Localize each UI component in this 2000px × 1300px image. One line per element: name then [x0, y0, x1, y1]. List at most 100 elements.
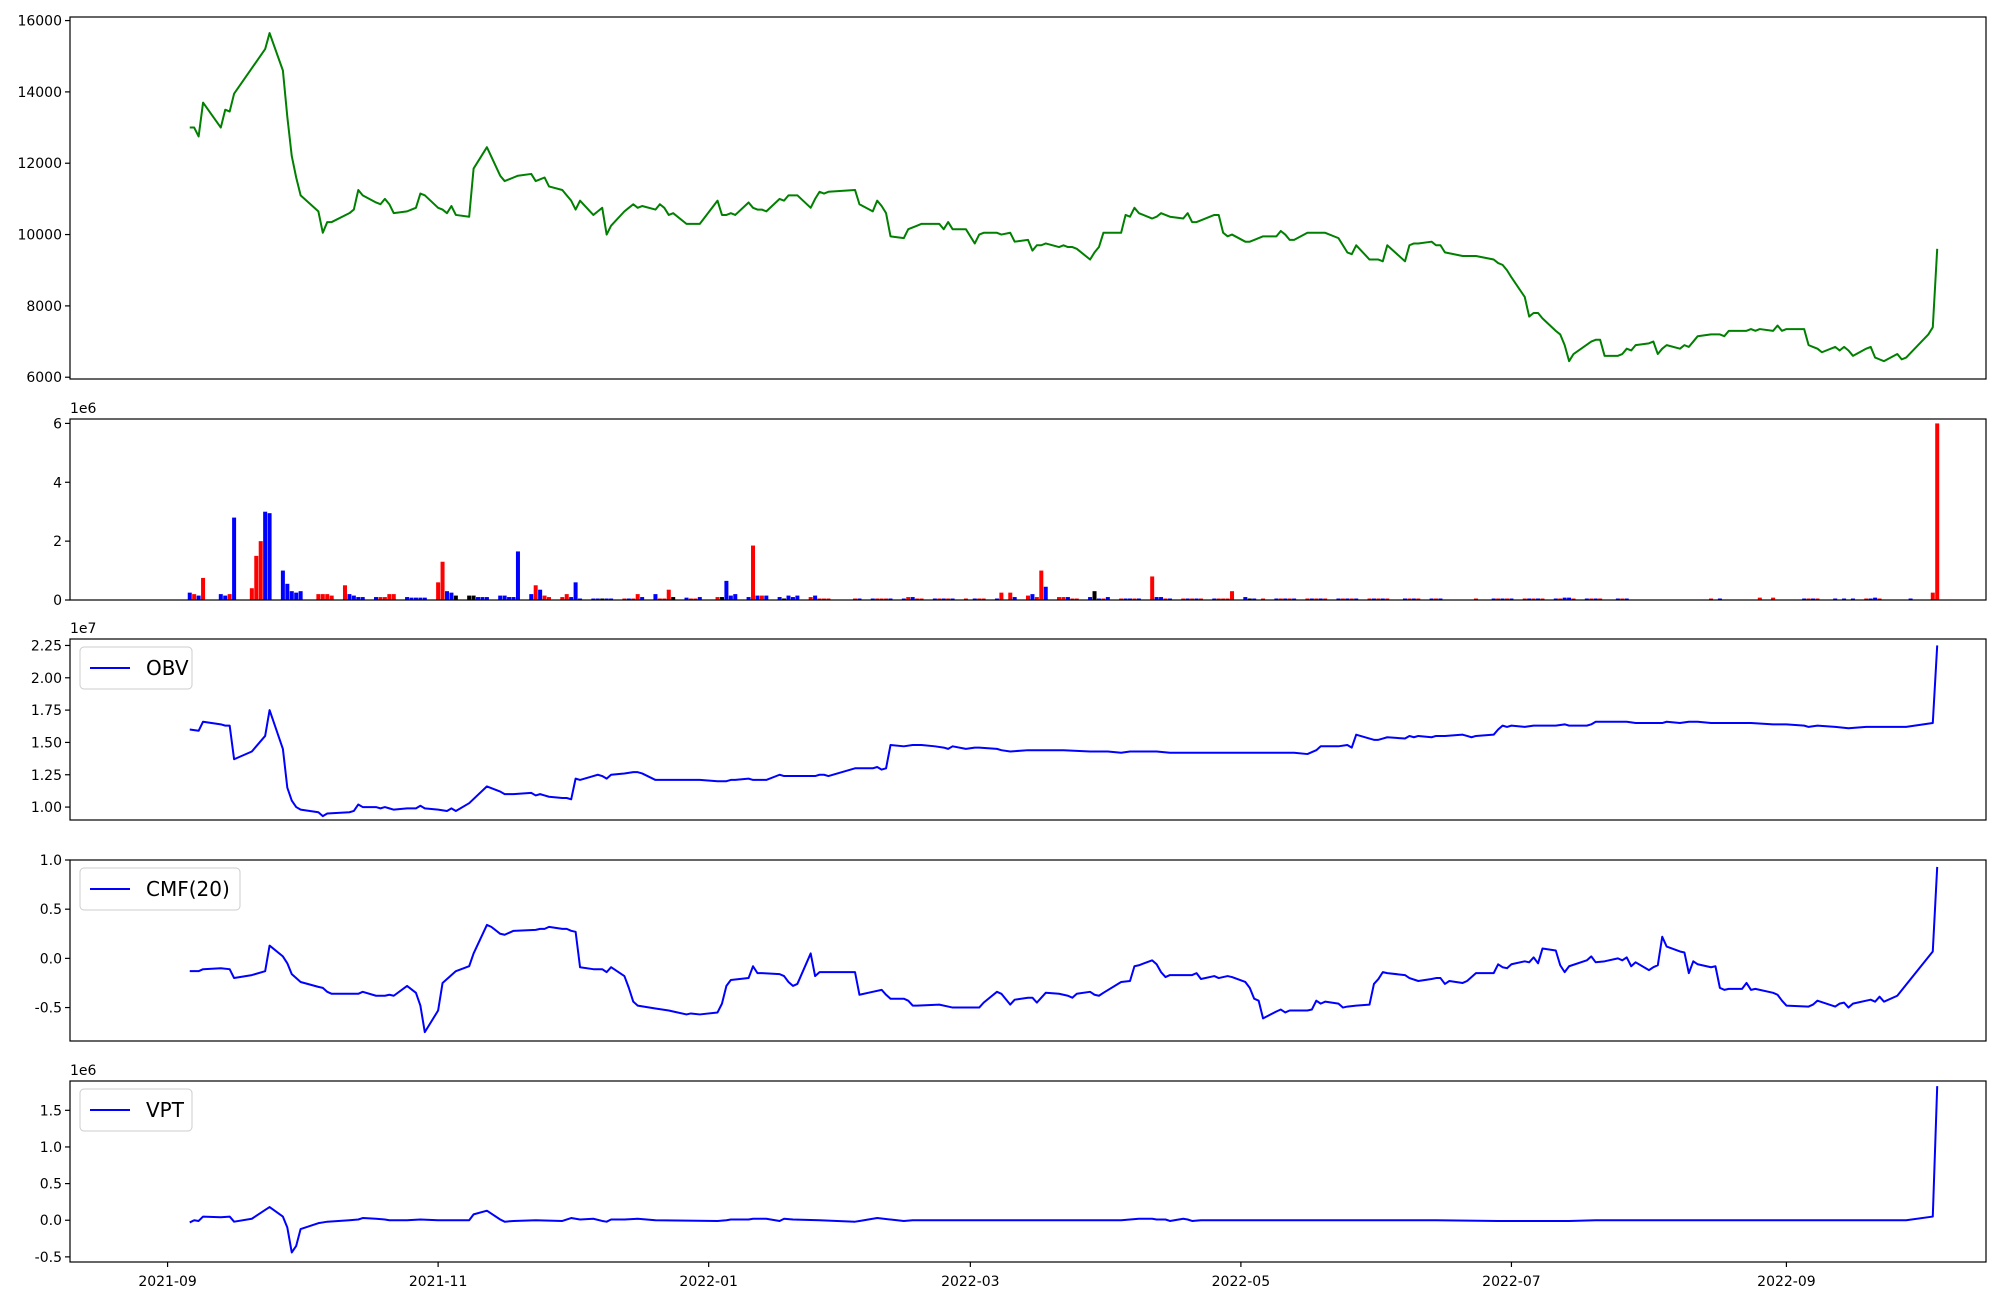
volume-bar	[1318, 598, 1323, 600]
cmf-20--line	[189, 866, 1939, 1034]
x-tick-label: 2022-03	[941, 1274, 1000, 1290]
x-tick-label: 2021-11	[409, 1274, 468, 1290]
x-tick-label: 2022-05	[1212, 1274, 1271, 1290]
y-tick-label: 16000	[17, 14, 62, 30]
volume-bar	[263, 511, 268, 600]
volume-bar	[759, 595, 764, 600]
volume-bar	[196, 595, 201, 600]
volume-bar	[1340, 598, 1345, 600]
y-offset-label: 1e7	[70, 621, 96, 637]
volume-bar	[1367, 598, 1372, 600]
volume-bar	[1815, 598, 1820, 600]
volume-bar	[351, 595, 356, 600]
volume-bar	[915, 598, 920, 600]
volume-bar	[821, 598, 826, 600]
volume-bar	[941, 598, 946, 600]
volume-bar	[249, 588, 254, 600]
obv-line	[189, 645, 1939, 818]
y-tick-label: 14000	[17, 85, 62, 101]
volume-bar	[1598, 598, 1603, 600]
volume-bar	[542, 595, 547, 600]
volume-bar	[963, 598, 968, 600]
volume-bar	[946, 598, 951, 600]
volume-bar	[422, 597, 427, 600]
volume-bar	[444, 591, 449, 600]
volume-bar	[1376, 598, 1381, 600]
volume-bar	[662, 598, 667, 600]
volume-bar	[405, 597, 410, 600]
volume-bar	[640, 597, 645, 600]
volume-bar	[227, 594, 232, 600]
y-tick-label: -0.5	[35, 1001, 62, 1017]
volume-bar	[808, 597, 813, 600]
volume-bar	[1065, 597, 1070, 600]
cmf-panel: -0.5 0.0 0.5 1.0 CMF(20)	[35, 853, 1987, 1042]
volume-bar	[1407, 598, 1412, 600]
volume-bar	[1833, 598, 1838, 600]
volume-bar	[192, 594, 197, 600]
y-tick-label: 0	[53, 593, 62, 609]
volume-bar	[684, 597, 689, 600]
volume-bar	[201, 577, 206, 600]
volume-bar	[1119, 598, 1124, 600]
volume-bar	[471, 595, 476, 600]
volume-bar	[919, 598, 924, 600]
volume-bar	[316, 594, 321, 600]
volume-bar	[480, 597, 485, 600]
volume-bar	[342, 585, 347, 600]
volume-bar	[1194, 598, 1199, 600]
legend: CMF(20)	[79, 867, 241, 911]
volume-bar	[1008, 592, 1013, 600]
volume-bar	[932, 598, 937, 600]
volume-bar	[879, 598, 884, 600]
y-tick-label: 1.5	[40, 1103, 62, 1119]
volume-bar	[360, 597, 365, 600]
volume-bar	[1190, 598, 1195, 600]
volume-bar	[1305, 598, 1310, 600]
volume-bar	[631, 598, 636, 600]
volume-bar	[547, 597, 551, 600]
volume-bar	[391, 594, 396, 600]
y-tick-label: 1.25	[31, 768, 62, 784]
legend: VPT	[79, 1088, 193, 1132]
volume-bar	[267, 513, 272, 600]
volume-bar	[1416, 598, 1421, 600]
volume-bar	[688, 598, 693, 600]
volume-bar	[1473, 598, 1478, 600]
y-tick-label: 12000	[17, 156, 62, 172]
axes-frame	[69, 1080, 1987, 1263]
volume-bar	[1216, 598, 1221, 600]
volume-bar	[1150, 576, 1155, 600]
volume-bar	[1491, 598, 1496, 600]
volume-bar	[626, 598, 631, 600]
volume-bar	[374, 597, 379, 600]
volume-bar	[1908, 598, 1913, 600]
volume-bar	[1283, 598, 1288, 600]
legend-label: CMF(20)	[146, 877, 230, 901]
volume-bar	[1074, 598, 1079, 600]
y-offset-label: 1e6	[70, 401, 97, 417]
volume-bar	[1349, 598, 1354, 600]
volume-bar	[1509, 598, 1514, 600]
volume-bar	[449, 592, 454, 600]
y-tick-label: 6	[53, 416, 62, 432]
volume-bar	[777, 597, 782, 600]
volume-bar	[666, 589, 671, 600]
volume-bar	[569, 597, 574, 600]
volume-bar	[786, 595, 791, 600]
volume-bar	[1850, 598, 1855, 600]
y-tick-label: 2.25	[31, 638, 62, 654]
volume-bar	[573, 582, 578, 600]
volume-bar	[289, 591, 294, 600]
volume-bar	[502, 595, 507, 600]
volume-bar	[1624, 598, 1629, 600]
x-tick-label: 2022-09	[1757, 1274, 1816, 1290]
volume-bar	[728, 595, 733, 600]
volume-bar	[1380, 598, 1385, 600]
volume-bar	[1039, 570, 1044, 600]
volume-bar	[1842, 598, 1847, 600]
volume-bar	[1868, 598, 1873, 600]
volume-bar	[1185, 598, 1190, 600]
volume-bar	[910, 597, 915, 600]
volume-bar	[1088, 597, 1093, 600]
